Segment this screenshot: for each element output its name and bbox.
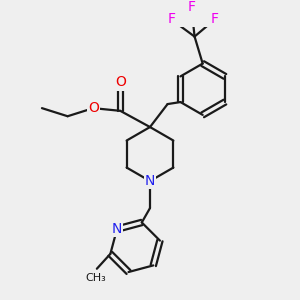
Text: F: F	[211, 12, 219, 26]
Text: N: N	[145, 174, 155, 188]
Text: N: N	[112, 222, 122, 236]
Text: F: F	[188, 0, 196, 14]
Text: F: F	[168, 12, 176, 26]
Text: O: O	[115, 76, 126, 89]
Text: O: O	[88, 101, 99, 115]
Text: CH₃: CH₃	[85, 273, 106, 283]
